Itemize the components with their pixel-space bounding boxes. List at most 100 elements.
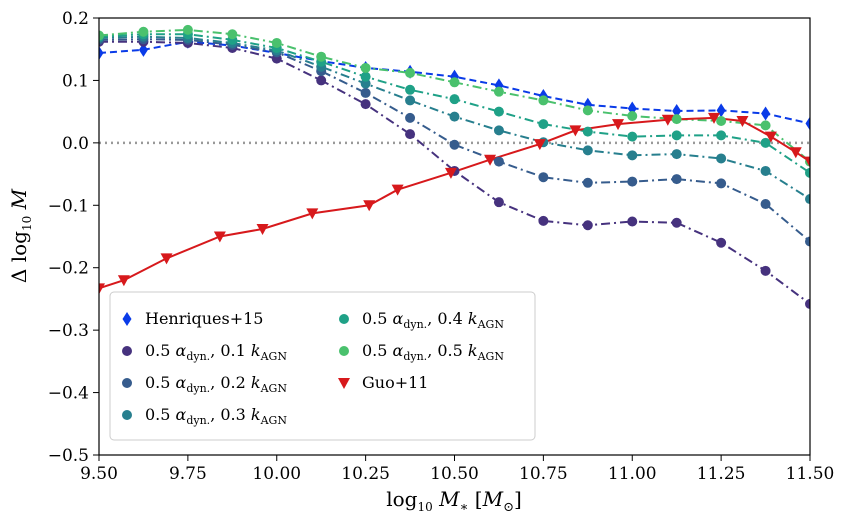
data-point bbox=[449, 139, 460, 150]
data-point bbox=[363, 200, 376, 212]
data-point bbox=[582, 177, 593, 188]
data-point bbox=[160, 253, 173, 265]
legend-entry: Henriques+15 bbox=[122, 309, 263, 328]
data-point bbox=[671, 174, 682, 185]
data-point bbox=[760, 265, 771, 276]
legend-label: 0.5 αdyn., 0.1 kAGN bbox=[145, 341, 287, 363]
data-point bbox=[360, 87, 371, 98]
data-point bbox=[449, 94, 460, 105]
data-point bbox=[716, 116, 727, 127]
legend-entry: 0.5 αdyn., 0.3 kAGN bbox=[122, 405, 287, 427]
y-tick-label: −0.5 bbox=[48, 446, 89, 466]
data-point bbox=[716, 153, 727, 164]
data-point bbox=[736, 116, 749, 128]
data-point bbox=[538, 95, 549, 106]
legend-marker bbox=[339, 314, 349, 324]
series-markers bbox=[99, 29, 810, 178]
y-tick-label: 0.0 bbox=[62, 134, 89, 154]
data-point bbox=[760, 165, 771, 176]
data-point bbox=[760, 137, 771, 148]
data-point bbox=[761, 106, 771, 121]
data-point bbox=[672, 104, 682, 119]
legend-label: 0.5 αdyn., 0.5 kAGN bbox=[362, 341, 504, 363]
data-point bbox=[716, 237, 727, 248]
data-point bbox=[627, 150, 638, 161]
series-markers bbox=[99, 24, 810, 167]
y-tick-label: 0.1 bbox=[62, 71, 89, 91]
legend-label: Guo+11 bbox=[362, 373, 428, 392]
y-tick-label: −0.3 bbox=[48, 321, 89, 341]
data-point bbox=[760, 120, 771, 131]
data-point bbox=[449, 111, 460, 122]
x-tick-label: 10.50 bbox=[430, 464, 479, 484]
legend-marker bbox=[122, 378, 132, 388]
x-axis: 9.50 9.75 10.00 10.25 10.50 10.75 11.00 11.25 11… bbox=[80, 455, 834, 484]
data-point bbox=[360, 78, 371, 89]
data-point bbox=[405, 84, 416, 95]
data-point bbox=[405, 95, 416, 106]
x-tick-label: 11.50 bbox=[786, 464, 835, 484]
y-axis: −0.5 −0.4 −0.3 −0.2 −0.1 0.0 0.1 0.2 bbox=[48, 9, 99, 466]
data-point bbox=[716, 130, 727, 141]
series-line bbox=[99, 38, 810, 243]
legend: Henriques+15 0.5 αdyn., 0.1 kAGN 0.5 αdyn.… bbox=[109, 291, 536, 441]
legend-marker bbox=[338, 378, 350, 389]
data-point bbox=[708, 112, 721, 124]
y-tick-label: −0.4 bbox=[48, 384, 89, 404]
data-point bbox=[582, 145, 593, 156]
legend-entry: Guo+11 bbox=[338, 373, 428, 392]
x-tick-label: 11.00 bbox=[608, 464, 657, 484]
data-point bbox=[805, 194, 810, 205]
x-tick-label: 9.75 bbox=[169, 464, 207, 484]
data-point bbox=[99, 45, 104, 60]
x-axis-title: log10 M∗ [M⊙] bbox=[386, 487, 522, 515]
data-point bbox=[569, 125, 582, 137]
data-point bbox=[493, 86, 504, 97]
data-point bbox=[449, 77, 460, 88]
y-axis-title: Δ log10 M bbox=[7, 188, 34, 283]
data-point bbox=[764, 131, 777, 143]
data-point bbox=[805, 298, 810, 309]
data-point bbox=[493, 125, 504, 136]
data-point bbox=[360, 62, 371, 73]
data-point bbox=[493, 197, 504, 208]
data-point bbox=[627, 111, 638, 122]
data-point bbox=[627, 131, 638, 142]
data-point bbox=[671, 217, 682, 228]
data-point bbox=[256, 224, 269, 236]
data-point bbox=[716, 178, 727, 189]
data-point bbox=[271, 37, 282, 48]
data-point bbox=[360, 99, 371, 110]
y-tick-label: 0.2 bbox=[62, 9, 89, 29]
series-markers bbox=[99, 112, 810, 295]
data-point bbox=[533, 139, 546, 151]
data-point bbox=[99, 283, 105, 295]
data-point bbox=[138, 26, 149, 37]
data-point bbox=[99, 30, 104, 41]
x-tick-label: 10.00 bbox=[252, 464, 301, 484]
data-point bbox=[805, 236, 810, 247]
data-point bbox=[306, 208, 319, 220]
data-point bbox=[804, 156, 810, 168]
data-point bbox=[360, 71, 371, 82]
data-point bbox=[444, 167, 457, 179]
data-point bbox=[612, 119, 625, 131]
data-point bbox=[405, 129, 416, 140]
data-point bbox=[405, 112, 416, 123]
legend-label: 0.5 αdyn., 0.2 kAGN bbox=[145, 373, 287, 395]
data-point bbox=[538, 172, 549, 183]
legend-marker bbox=[122, 312, 132, 326]
legend-entry: 0.5 αdyn., 0.4 kAGN bbox=[339, 309, 504, 331]
data-point bbox=[538, 119, 549, 130]
y-tick-label: −0.1 bbox=[48, 196, 89, 216]
y-tick-label: −0.2 bbox=[48, 259, 89, 279]
data-point bbox=[538, 215, 549, 226]
legend-label: 0.5 αdyn., 0.4 kAGN bbox=[362, 309, 504, 331]
data-point bbox=[227, 29, 238, 40]
data-point bbox=[582, 126, 593, 137]
data-point bbox=[627, 216, 638, 227]
x-tick-label: 9.50 bbox=[80, 464, 118, 484]
legend-entry: 0.5 αdyn., 0.5 kAGN bbox=[339, 341, 504, 363]
data-point bbox=[405, 67, 416, 78]
